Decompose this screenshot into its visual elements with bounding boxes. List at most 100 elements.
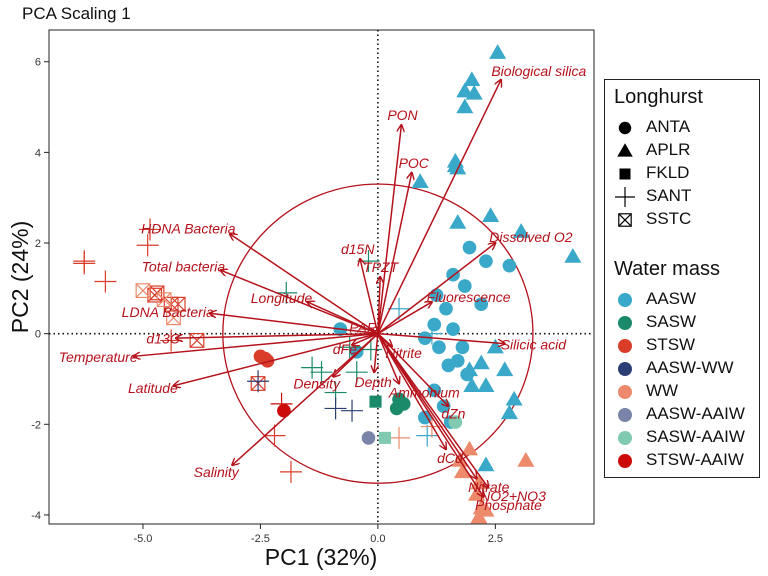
x-tick-label: -5.0: [133, 533, 152, 545]
vector-label: Longitude: [251, 290, 313, 306]
loading-vector: [230, 234, 379, 335]
legend-symbol: [618, 385, 632, 399]
legend-label: AASW: [646, 289, 697, 308]
scatter-point: [324, 397, 347, 420]
legend-label: FKLD: [646, 163, 690, 182]
loading-vector: [377, 333, 448, 407]
scatter-point: [166, 310, 181, 326]
scatter-point: [446, 322, 460, 336]
loading-vector: [134, 332, 378, 357]
scatter-point: [277, 403, 291, 418]
legend-symbol: [618, 213, 632, 227]
x-tick-label: -2.5: [251, 533, 270, 545]
vector-label: Fluorescence: [427, 289, 511, 305]
loading-vector: [220, 270, 379, 335]
scatter-point: [139, 218, 162, 241]
legend-symbol: [618, 362, 632, 376]
legend-symbol: [619, 168, 631, 180]
scatter-point: [73, 252, 96, 275]
legend-title-longhurst: Longhurst: [614, 86, 703, 108]
scatter-point: [94, 270, 117, 293]
legend-symbol: [615, 187, 635, 207]
scatter-point: [136, 234, 159, 257]
scatter-point: [512, 223, 530, 238]
loading-vector: [377, 333, 446, 450]
y-tick-label: 4: [35, 147, 41, 159]
legend-label: SSTC: [646, 209, 692, 228]
legend-item: STSW: [614, 334, 759, 357]
scatter-point: [369, 395, 382, 408]
vector-label: dCd: [437, 450, 464, 466]
vector-label: Silicic acid: [501, 336, 568, 352]
x-tick-label: 0.0: [370, 533, 385, 545]
scatter-point: [416, 424, 439, 447]
scatter-point: [247, 370, 270, 393]
scatter-point: [361, 431, 376, 445]
scatter-point: [135, 283, 151, 299]
loading-vector: [378, 277, 380, 334]
vector-label: PAR: [349, 320, 377, 336]
scatter-point: [263, 424, 286, 447]
vector-label: Density: [293, 376, 341, 392]
y-tick-label: -2: [31, 419, 41, 431]
legend-label: WW: [646, 381, 679, 400]
scatter-point: [427, 317, 442, 332]
vector-label: dZn: [441, 405, 465, 421]
loading-vector: [174, 332, 379, 386]
y-axis-label: PC2 (24%): [7, 221, 33, 333]
scatter-point: [432, 340, 446, 355]
scatter-point: [564, 248, 582, 263]
scatter-point: [156, 292, 172, 308]
scatter-point: [477, 377, 495, 392]
scatter-point: [500, 404, 518, 420]
legend-item: SASW-AAIW: [614, 426, 759, 449]
loading-vector: [377, 332, 505, 344]
legend-label: SASW: [646, 312, 697, 331]
loading-vector: [377, 333, 488, 488]
scatter-point: [418, 331, 432, 346]
scatter-point: [474, 297, 489, 312]
loading-vector: [360, 259, 379, 334]
y-tick-label: 6: [35, 57, 41, 69]
vector-label: HDNA Bacteria: [141, 220, 236, 236]
scatter-point: [359, 338, 382, 361]
legend-symbol: [618, 408, 632, 422]
equilibrium-circle: [222, 183, 534, 484]
vector-label: Salinity: [194, 464, 240, 480]
scatter-point: [456, 82, 474, 98]
legend-symbol: [618, 431, 632, 445]
y-tick-label: -4: [31, 510, 41, 522]
legend-symbol: [618, 293, 632, 307]
legend-item: SSTC: [614, 208, 759, 231]
vector-label: Phosphate: [475, 497, 542, 513]
legend-symbol: [618, 454, 632, 468]
scatter-point: [455, 340, 470, 355]
scatter-point: [463, 377, 481, 392]
vector-label: Latitude: [128, 380, 178, 396]
legend-item: SASW: [614, 311, 759, 334]
legend-item: STSW-AAIW: [614, 449, 759, 472]
scatter-point: [496, 361, 514, 377]
scatter-point: [378, 431, 391, 444]
scatter-point: [463, 71, 481, 87]
loading-vector: [377, 243, 495, 335]
legend-label: SANT: [646, 186, 692, 205]
legend: Longhurst Water mass ANTA APLR FKLD SANT SST…: [604, 79, 760, 478]
vector-label: LDNA Bacteria: [122, 304, 214, 320]
legend-label: STSW-AAIW: [646, 450, 744, 469]
scatter-point: [477, 456, 495, 472]
scatter-point: [460, 361, 479, 377]
scatter-point: [460, 440, 479, 456]
legend-label: AASW-WW: [646, 358, 734, 377]
loading-vector: [352, 332, 379, 345]
loading-vector: [377, 173, 412, 334]
legend-label: AASW-AAIW: [646, 404, 745, 423]
y-tick-label: 2: [35, 238, 41, 250]
scatter-point: [457, 279, 472, 293]
scatter-point: [189, 333, 205, 348]
scatter-point: [439, 301, 453, 316]
vector-label: PON: [387, 107, 418, 123]
scatter-point: [482, 207, 500, 223]
scatter-point: [441, 358, 456, 373]
